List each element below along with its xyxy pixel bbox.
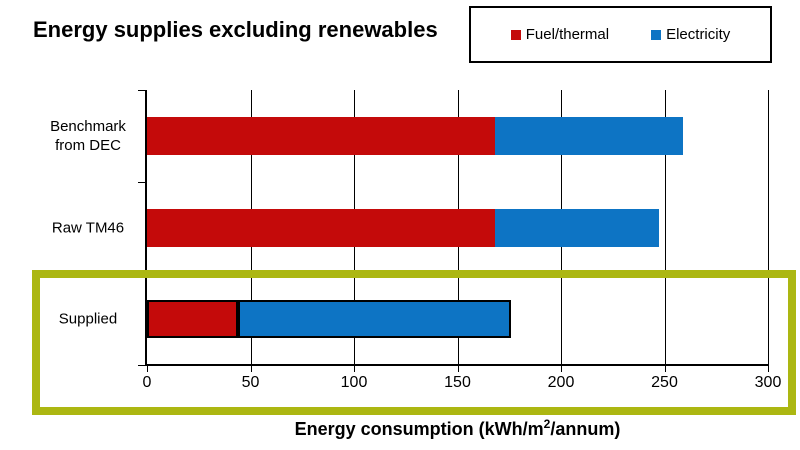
y-tick-2 bbox=[138, 273, 145, 275]
chart-title: Energy supplies excluding renewables bbox=[33, 17, 438, 42]
x-tick-label-200: 200 bbox=[547, 374, 575, 391]
bar-segment-electricity-1 bbox=[495, 117, 683, 155]
legend-item-fuel-thermal: Fuel/thermal bbox=[510, 26, 610, 43]
y-tick-0 bbox=[138, 90, 145, 91]
bar-segment-fuel-thermal-3 bbox=[147, 300, 238, 338]
bar-segment-fuel-thermal-2 bbox=[147, 209, 495, 247]
category-label-1: Benchmark from DEC bbox=[50, 117, 126, 154]
x-tick-50 bbox=[250, 365, 252, 372]
x-axis-title-superscript: 2 bbox=[543, 417, 551, 431]
x-axis-line bbox=[145, 364, 768, 366]
legend-label-fuel-thermal: Fuel/thermal bbox=[525, 26, 610, 43]
x-tick-label-150: 150 bbox=[444, 374, 471, 391]
x-tick-0 bbox=[147, 365, 148, 372]
x-axis-title-text: Energy consumption (kWh/m bbox=[294, 419, 544, 439]
y-tick-1 bbox=[138, 181, 145, 183]
y-axis-line bbox=[145, 90, 147, 365]
x-tick-label-300: 300 bbox=[754, 374, 782, 391]
x-tick-250 bbox=[664, 365, 666, 372]
y-tick-3 bbox=[138, 365, 145, 366]
x-tick-200 bbox=[561, 365, 562, 372]
x-tick-label-0: 0 bbox=[142, 374, 152, 391]
gridline-250 bbox=[664, 90, 666, 365]
gridline-300 bbox=[768, 90, 769, 365]
legend-label-electricity: Electricity bbox=[666, 26, 731, 43]
x-tick-label-100: 100 bbox=[340, 374, 368, 391]
x-axis-title: Energy consumption (kWh/m2/annum) bbox=[147, 417, 768, 440]
x-tick-label-250: 250 bbox=[651, 374, 678, 391]
x-tick-100 bbox=[354, 365, 355, 372]
bar-segment-electricity-2 bbox=[495, 209, 659, 247]
x-tick-label-50: 50 bbox=[241, 374, 260, 391]
bar-segment-electricity-3 bbox=[238, 300, 511, 338]
x-tick-300 bbox=[768, 365, 769, 372]
fuel-thermal-swatch-icon bbox=[510, 29, 521, 40]
category-label-3: Supplied bbox=[58, 310, 118, 328]
bar-segment-fuel-thermal-1 bbox=[147, 117, 495, 155]
legend-item-electricity: Electricity bbox=[651, 26, 730, 43]
x-axis-title-suffix: /annum) bbox=[550, 419, 621, 439]
legend: Fuel/thermal Electricity bbox=[469, 6, 772, 63]
x-tick-150 bbox=[457, 365, 459, 372]
electricity-swatch-icon bbox=[651, 29, 662, 40]
category-label-2: Raw TM46 bbox=[51, 219, 125, 236]
